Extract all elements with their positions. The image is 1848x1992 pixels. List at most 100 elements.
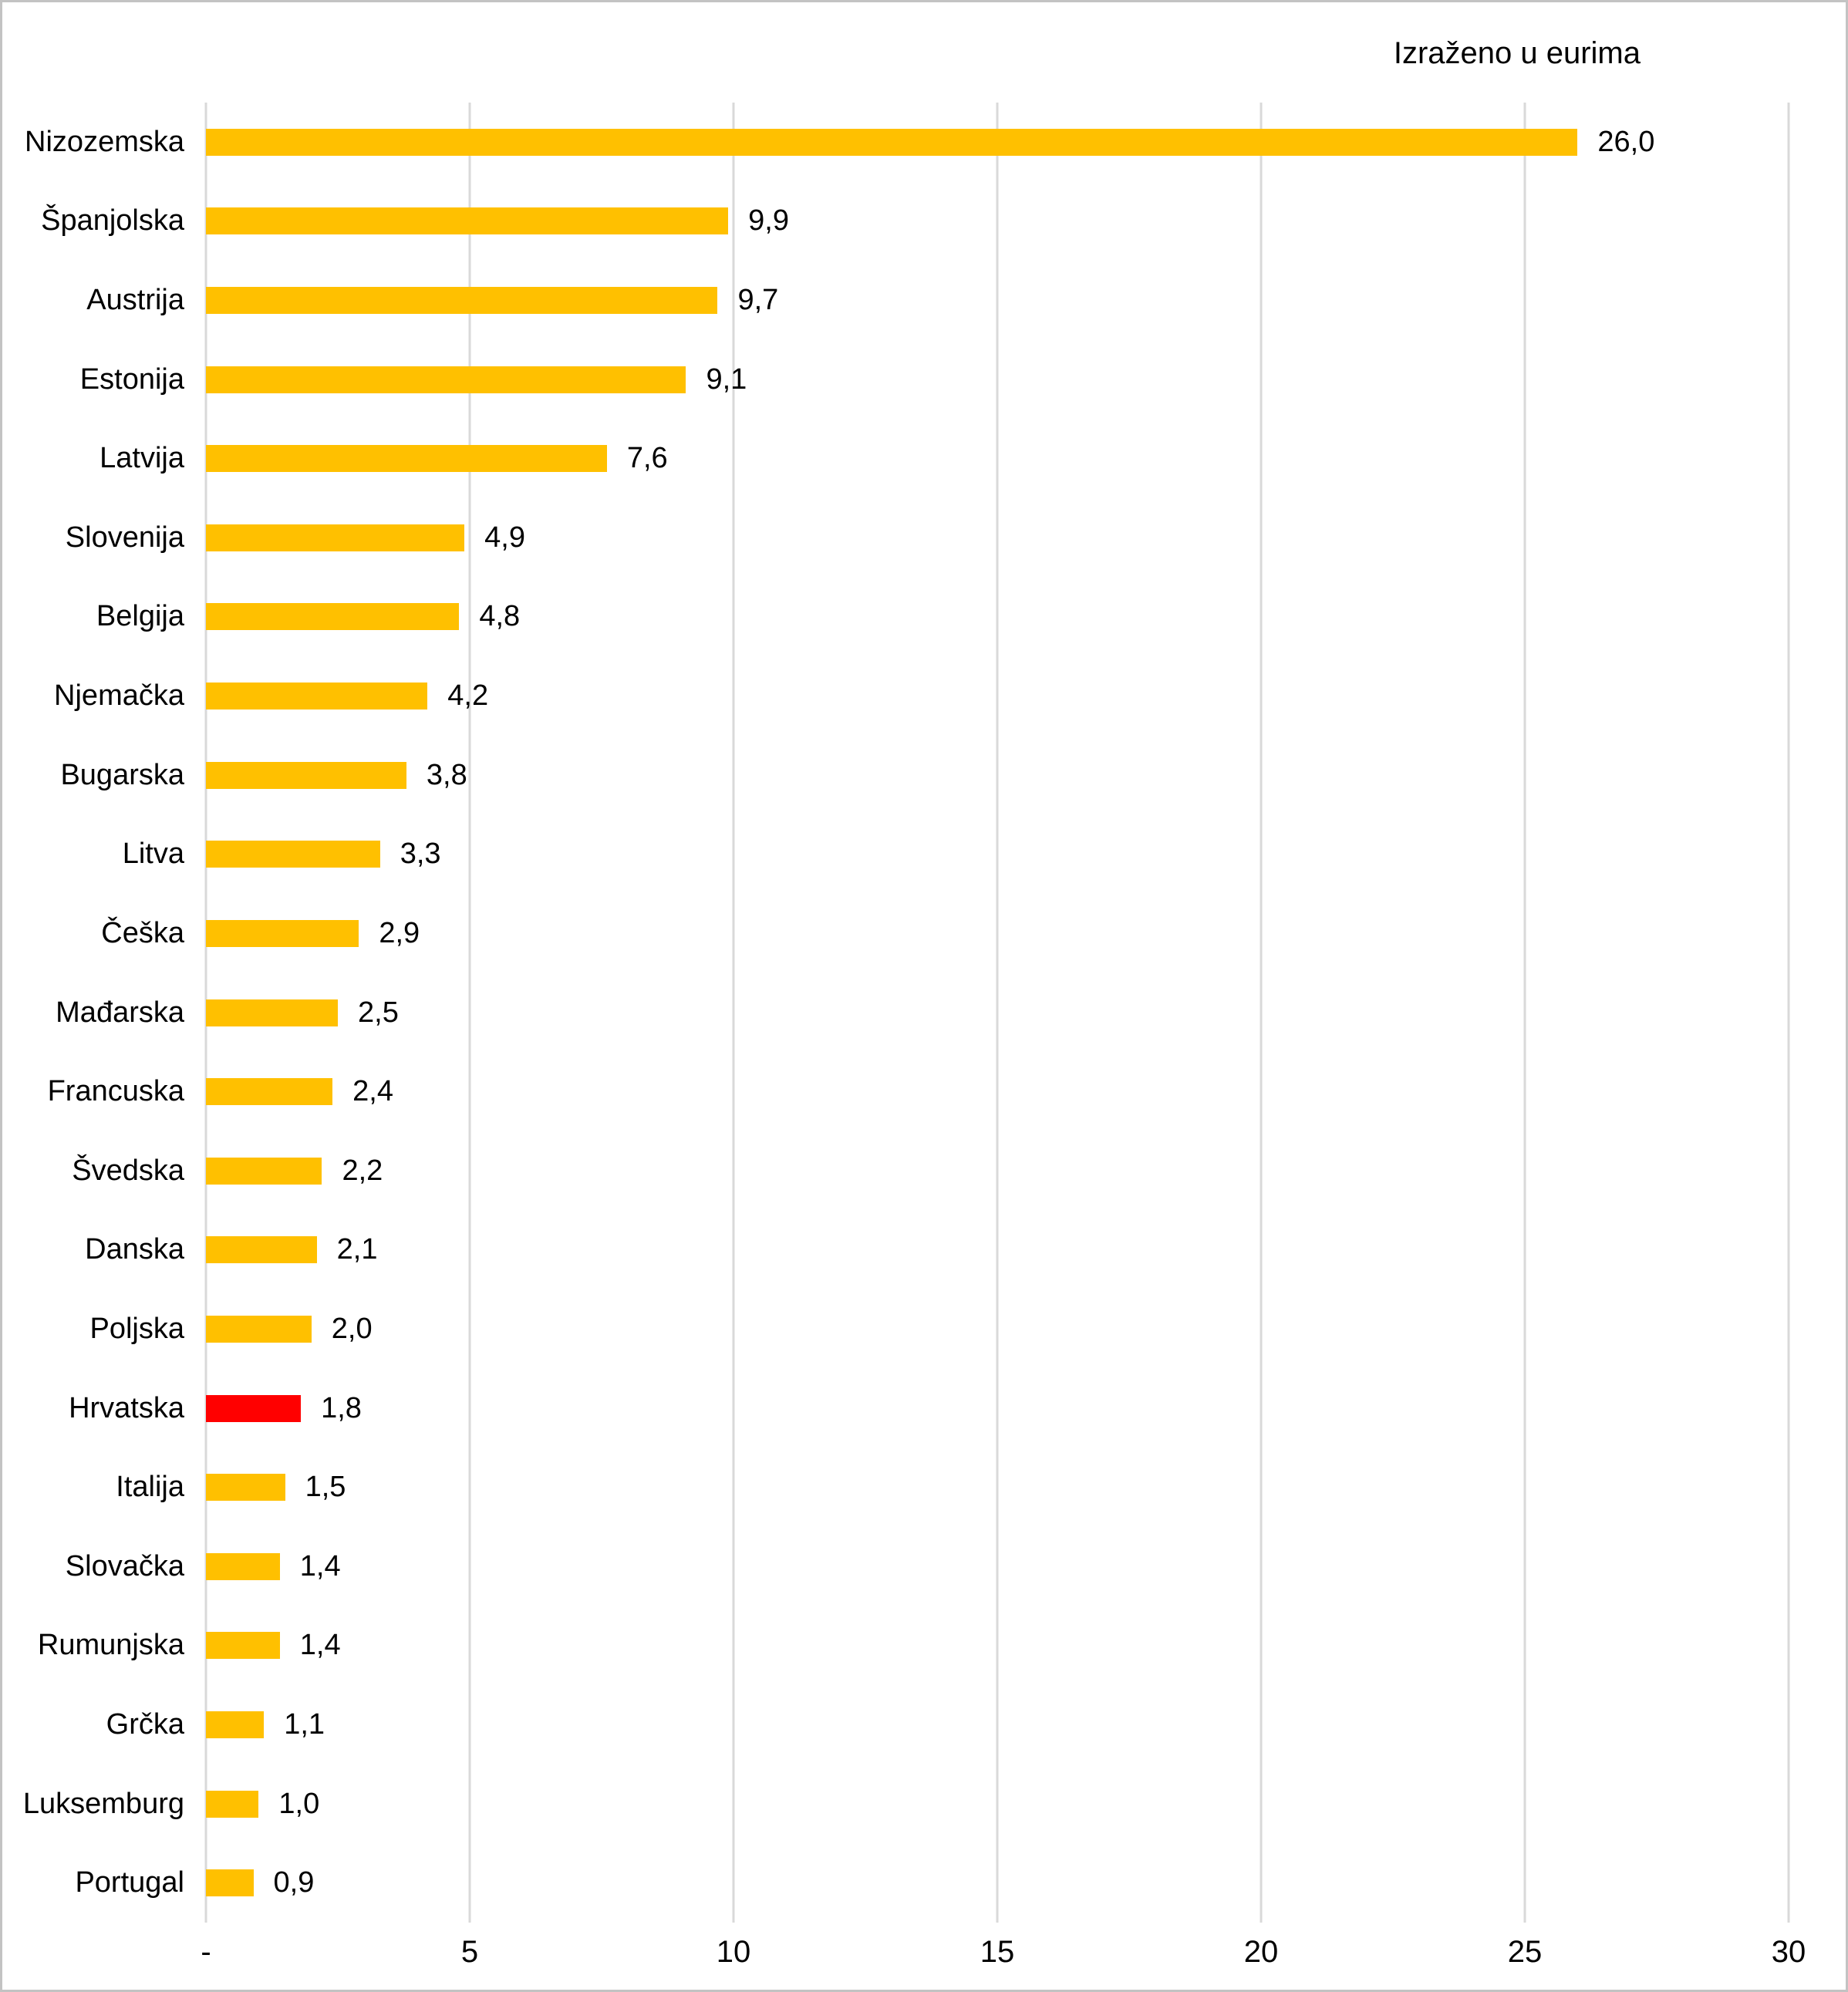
bar-track: 7,6 [206,442,1789,475]
category-label: Mađarska [56,996,184,1029]
value-label: 1,4 [299,1549,341,1582]
category-label: Švedska [72,1154,184,1187]
bar-row: Hrvatska 1,8 [2,1369,1846,1448]
bar-track: 1,1 [206,1708,1789,1741]
bar-row: Grčka 1,1 [2,1685,1846,1764]
bar [206,603,460,631]
bar-row: Rumunjska 1,4 [2,1606,1846,1686]
value-label: 9,1 [706,362,747,396]
bar-row: Slovačka 1,4 [2,1527,1846,1606]
value-label: 3,8 [426,758,467,791]
category-label: Bugarska [60,758,184,791]
value-label: 1,0 [278,1787,320,1820]
x-axis-tick-label: 30 [1771,1935,1806,1969]
category-label: Litva [122,838,184,871]
bar-track: 3,3 [206,838,1789,871]
bar-track: 2,5 [206,996,1789,1030]
bar-track: 0,9 [206,1866,1789,1899]
x-axis-tick-label: 10 [716,1935,751,1969]
category-label: Grčka [106,1707,184,1741]
value-label: 2,0 [331,1312,373,1345]
bar-track: 2,9 [206,917,1789,950]
value-label: 1,4 [299,1629,341,1662]
value-label: 2,4 [352,1075,393,1108]
bar [206,1790,259,1818]
x-axis-tick-label: 25 [1507,1935,1543,1969]
value-label: 3,3 [400,838,441,871]
bar-row: Francuska 2,4 [2,1052,1846,1131]
x-axis-tick-label: 5 [460,1935,479,1969]
category-label: Italija [116,1471,184,1504]
bar-row: Švedska 2,2 [2,1131,1846,1211]
value-label: 4,8 [479,600,521,633]
category-label: Njemačka [54,679,184,713]
bar-track: 2,4 [206,1075,1789,1108]
category-label: Luksemburg [22,1787,184,1820]
category-label: Poljska [89,1312,185,1345]
value-label: 1,1 [284,1707,325,1741]
bar-highlight [206,1394,302,1422]
bar-row: Luksemburg 1,0 [2,1764,1846,1844]
category-label: Slovenija [65,521,184,554]
value-label: 2,9 [379,916,420,949]
x-axis-tick-label: - [201,1935,211,1969]
category-label: Nizozemska [25,125,184,158]
category-label: Francuska [47,1075,184,1108]
chart-title: Izraženo u eurima [1393,36,1641,70]
gridline [996,103,999,1923]
category-label: Latvija [99,442,184,475]
bar [206,445,607,473]
x-axis-tick-label: 15 [980,1935,1015,1969]
bar-row: Litva 3,3 [2,814,1846,894]
value-label: 9,7 [737,284,779,317]
bar-track: 1,5 [206,1471,1789,1504]
value-label: 0,9 [273,1866,315,1899]
value-label: 2,1 [336,1233,378,1266]
bar [206,366,686,393]
bar-row: Estonija 9,1 [2,340,1846,420]
bar-track: 4,2 [206,679,1789,713]
bar-track: 2,2 [206,1154,1789,1188]
category-label: Hrvatska [69,1391,184,1424]
bar-track: 4,8 [206,600,1789,633]
bar-rows-container: Nizozemska 26,0 Španjolska 9,9 Austrija 9,7 Es… [2,103,1846,1923]
bar [206,841,380,868]
gridline [1260,103,1263,1923]
gridline [732,103,735,1923]
bar [206,207,729,235]
gridline [1523,103,1526,1923]
category-label: Austrija [86,284,184,317]
value-label: 2,2 [342,1154,383,1187]
gridline [1787,103,1790,1923]
bar [206,1869,254,1897]
bar [206,1552,280,1580]
category-label: Slovačka [65,1549,184,1582]
bar-row: Mađarska 2,5 [2,973,1846,1053]
bar [206,1315,312,1343]
value-label: 1,5 [305,1471,346,1504]
category-label: Španjolska [41,204,184,238]
bar [206,761,406,789]
bar [206,128,1578,156]
bar [206,524,465,551]
bar [206,683,428,710]
bar-track: 9,9 [206,204,1789,238]
bar [206,1157,322,1185]
x-axis-tick-labels: - 5 10 15 20 25 30 [201,1935,1806,1981]
category-label: Estonija [79,362,184,396]
bar-track: 3,8 [206,759,1789,792]
bar-row: Italija 1,5 [2,1448,1846,1527]
x-axis-tick-label: 20 [1243,1935,1279,1969]
bar-row: Slovenija 4,9 [2,498,1846,578]
value-label: 26,0 [1597,125,1655,158]
value-label: 1,8 [321,1391,362,1424]
category-label: Rumunjska [37,1629,184,1662]
bar-row: Latvija 7,6 [2,419,1846,498]
bar-track: 9,1 [206,363,1789,396]
gridline [468,103,471,1923]
bar [206,1711,265,1738]
bar [206,1078,333,1106]
bar [206,287,718,315]
bar-track: 1,4 [206,1629,1789,1662]
